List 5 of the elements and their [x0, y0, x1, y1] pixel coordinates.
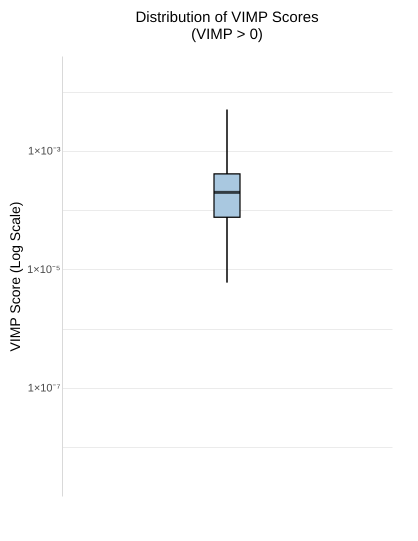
y-tick-label: 1×10⁻⁵	[27, 264, 60, 276]
y-tick-label: 1×10⁻⁷	[28, 382, 61, 394]
y-tick-label: 1×10⁻³	[28, 145, 61, 158]
y-axis-title: VIMP Score (Log Scale)	[7, 202, 24, 352]
chart-title: Distribution of VIMP Scores (VIMP > 0)	[135, 9, 319, 43]
